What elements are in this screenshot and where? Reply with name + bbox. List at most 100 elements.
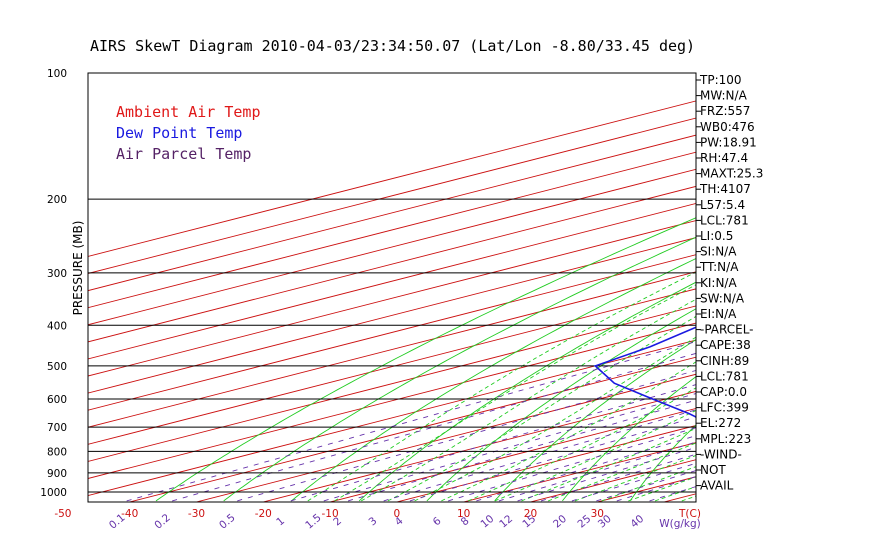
temperature-axis-label: T(C) xyxy=(678,508,701,520)
mixing-ratio-tick-label: 2 xyxy=(331,515,344,528)
index-label: CAP:0.0 xyxy=(700,385,747,399)
index-label: SI:N/A xyxy=(700,245,737,259)
mixing-ratio-axis-label: W(g/kg) xyxy=(659,518,701,530)
isotherm-line xyxy=(88,305,696,462)
index-label: TT:N/A xyxy=(699,260,739,274)
dry-adiabat-line xyxy=(358,281,696,502)
index-label: L57:5.4 xyxy=(700,198,745,212)
dry-adiabat-line xyxy=(562,376,696,502)
mixing-ratio-line xyxy=(596,470,696,502)
bottom-temperature-tick-label: -30 xyxy=(188,508,205,520)
index-label: TH:4107 xyxy=(699,182,751,196)
dry-adiabat-line xyxy=(494,339,696,502)
dry-adiabat-line xyxy=(155,217,696,502)
mixing-ratio-line xyxy=(571,462,696,502)
legend-dew-point-temp: Dew Point Temp xyxy=(116,124,242,142)
pressure-tick-label: 700 xyxy=(47,422,67,434)
index-label: NOT xyxy=(700,463,726,477)
moist-adiabat-line xyxy=(654,486,696,502)
index-label: AVAIL xyxy=(700,479,734,493)
dry-adiabat-line xyxy=(223,236,696,502)
pressure-tick-label: 400 xyxy=(47,320,67,332)
index-label: -WIND- xyxy=(700,447,742,461)
moist-adiabat-line xyxy=(494,409,696,502)
isotherm-line xyxy=(88,237,696,394)
mixing-ratio-tick-label: 12 xyxy=(497,513,515,531)
moist-adiabat-line xyxy=(414,336,696,502)
moist-adiabat-line xyxy=(360,298,696,502)
index-label: -PARCEL- xyxy=(700,323,754,337)
isotherm-line xyxy=(88,288,696,445)
moist-adiabat-line xyxy=(387,315,696,502)
pressure-tick-label: 800 xyxy=(47,446,67,458)
index-label: MW:N/A xyxy=(700,89,748,103)
index-label: EI:N/A xyxy=(700,307,737,321)
moist-adiabat-line xyxy=(521,427,696,502)
index-label: CINH:89 xyxy=(700,354,749,368)
moist-adiabat-line xyxy=(601,466,696,502)
moist-adiabat-line xyxy=(441,361,696,502)
bottom-temperature-tick-label: -50 xyxy=(54,508,71,520)
bottom-temperature-tick-label: 10 xyxy=(457,508,470,520)
isotherm-line xyxy=(88,117,696,274)
index-label: EL:272 xyxy=(700,416,741,430)
mixing-ratio-line xyxy=(347,399,696,502)
pressure-tick-label: 900 xyxy=(47,468,67,480)
index-label: PW:18.91 xyxy=(700,135,757,149)
bottom-temperature-tick-label: 30 xyxy=(591,508,604,520)
mixing-ratio-line xyxy=(323,393,696,502)
isotherm-line xyxy=(88,271,696,428)
isotherm-line xyxy=(88,254,696,411)
index-label: LFC:399 xyxy=(700,401,749,415)
dry-adiabat-line xyxy=(426,308,696,502)
isotherm-line xyxy=(194,373,696,502)
index-label: RH:47.4 xyxy=(700,151,748,165)
dry-adiabat-line xyxy=(291,258,696,502)
pressure-tick-label: 300 xyxy=(47,268,67,280)
mixing-ratio-tick-label: 10 xyxy=(478,513,496,531)
mixing-ratio-tick-label: 1 xyxy=(274,515,287,528)
grid-lines xyxy=(88,63,870,512)
bottom-temperature-tick-label: -10 xyxy=(322,508,339,520)
dry-adiabat-line xyxy=(766,73,870,501)
mixing-ratio-line xyxy=(237,369,696,502)
mixing-ratio-line xyxy=(290,384,696,502)
legend-ambient-air-temp: Ambient Air Temp xyxy=(116,103,261,121)
index-label: WB0:476 xyxy=(700,120,755,134)
mixing-ratio-tick-label: 3 xyxy=(367,515,380,528)
bottom-temperature-tick-label: -20 xyxy=(255,508,272,520)
mixing-ratio-line xyxy=(649,486,696,502)
isotherm-line xyxy=(395,425,696,502)
isotherm-line xyxy=(88,322,696,479)
pressure-tick-label: 500 xyxy=(47,361,67,373)
isotherm-line xyxy=(88,168,696,326)
dry-adiabat-line xyxy=(629,424,696,502)
isotherm-line xyxy=(328,407,696,502)
mixing-ratio-line xyxy=(172,352,696,502)
index-label: LCL:781 xyxy=(700,213,749,227)
index-label: CAPE:38 xyxy=(700,338,751,352)
bottom-temperature-tick-label: 0 xyxy=(394,508,401,520)
index-label: LCL:781 xyxy=(700,369,749,383)
isotherm-line xyxy=(88,220,696,377)
isotherm-line xyxy=(88,151,696,309)
isotherm-line xyxy=(759,63,870,512)
index-label: MPL:223 xyxy=(700,432,751,446)
index-label: FRZ:557 xyxy=(700,104,750,118)
mixing-ratio-line xyxy=(126,341,696,502)
mixing-ratio-line xyxy=(409,416,696,502)
pressure-tick-label: 600 xyxy=(47,394,67,406)
legend: Ambient Air Temp Dew Point Temp Air Parcel… xyxy=(116,103,261,163)
mixing-ratio-line xyxy=(498,441,696,502)
dry-adiabat-line xyxy=(833,73,870,501)
index-label: SW:N/A xyxy=(700,291,745,305)
pressure-tick-label: 1000 xyxy=(40,487,67,499)
index-label: MAXT:25.3 xyxy=(700,167,763,181)
mixing-ratio-line xyxy=(448,427,696,502)
plot-frame xyxy=(87,72,697,503)
moist-adiabat-line xyxy=(307,271,696,502)
mixing-ratio-tick-label: 0.2 xyxy=(152,512,173,532)
isotherm-line xyxy=(127,356,696,502)
bottom-temperature-tick-label: 20 xyxy=(524,508,537,520)
